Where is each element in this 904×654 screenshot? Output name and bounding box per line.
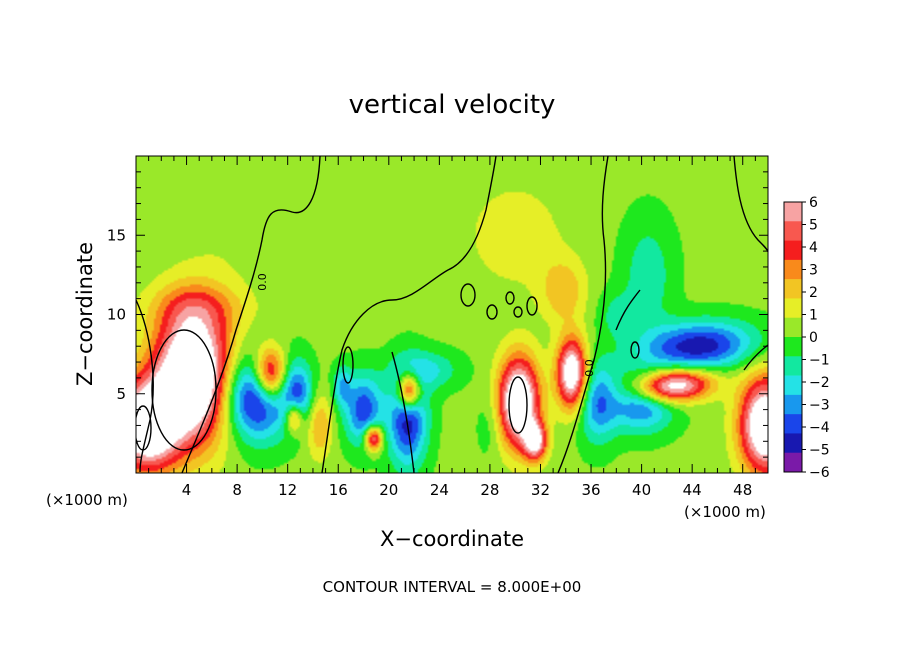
colorbar-swatch <box>784 317 802 338</box>
colorbar-swatch <box>784 356 802 376</box>
x-tick-label: 4 <box>182 481 192 499</box>
colorbar-swatch <box>784 298 802 319</box>
chart-title: vertical velocity <box>349 90 556 120</box>
contour-ring-5 <box>486 304 498 320</box>
x-tick-label: 40 <box>632 481 651 499</box>
contour-line-b <box>181 156 321 473</box>
x-axis: 4 8 12 16 20 24 28 32 36 40 44 48 <box>148 156 756 499</box>
x-tick-label: 16 <box>329 481 348 499</box>
colorbar-label: 3 <box>809 263 818 279</box>
colorbar-label: −5 <box>809 443 830 459</box>
contour-ring-8 <box>151 329 217 451</box>
contour-ring-1 <box>460 283 476 307</box>
colorbar-swatch <box>784 433 802 454</box>
colorbar-swatch <box>784 202 802 222</box>
colorbar-swatch <box>784 259 802 280</box>
contour-interval-note: CONTOUR INTERVAL = 8.000E+00 <box>323 578 582 596</box>
colorbar-swatch <box>784 414 802 434</box>
contour-ring-6 <box>342 346 354 384</box>
x-unit-right: (×1000 m) <box>684 503 766 521</box>
colorbar-swatch <box>784 240 802 261</box>
colorbar-label: 1 <box>809 308 818 324</box>
y-axis: 5 10 15 <box>107 171 768 458</box>
x-tick-label: 44 <box>683 481 702 499</box>
x-tick-label: 32 <box>531 481 550 499</box>
x-axis-label: X−coordinate <box>380 527 524 551</box>
colorbar-swatch <box>784 452 802 473</box>
y-tick-label: 10 <box>107 306 126 324</box>
colorbar-label: −1 <box>809 353 830 369</box>
colorbar-swatch <box>784 337 802 357</box>
colorbar-swatch <box>784 279 802 299</box>
x-tick-label: 12 <box>278 481 297 499</box>
contour-ring-10 <box>136 405 152 451</box>
contour-ring-2 <box>505 291 515 305</box>
x-tick-label: 8 <box>232 481 242 499</box>
colorbar-label: −2 <box>809 375 830 391</box>
colorbar-label: 4 <box>809 240 818 256</box>
colorbar-swatch <box>784 375 802 396</box>
contour-line-c <box>321 156 497 473</box>
colorbar-label: 5 <box>809 218 818 234</box>
colorbar: 6 5 4 3 2 1 0 −1 −2 −3 −4 −5 −6 <box>783 195 830 481</box>
colorbar-swatch <box>784 394 802 415</box>
y-axis-label: Z−coordinate <box>73 242 97 386</box>
colorbar-label: 0 <box>809 330 818 346</box>
contour-line-d <box>391 351 415 473</box>
colorbar-label: −3 <box>809 398 830 414</box>
contour-line-e <box>557 156 609 473</box>
y-tick-label: 5 <box>116 385 126 403</box>
contour-ring-3 <box>513 306 523 318</box>
x-tick-label: 36 <box>581 481 600 499</box>
colorbar-swatch <box>784 221 802 241</box>
contour-label-1: 0.0 <box>256 273 269 291</box>
plot-area: 0.0 0.0 <box>136 156 768 473</box>
zero-contours <box>136 156 768 473</box>
colorbar-label: 2 <box>809 285 818 301</box>
contour-ring-4 <box>526 296 538 316</box>
contour-line-f <box>733 156 768 253</box>
y-tick-label: 15 <box>107 226 126 244</box>
contour-line-a <box>136 299 154 473</box>
x-unit-left: (×1000 m) <box>46 491 128 509</box>
colorbar-label: −6 <box>809 465 830 481</box>
x-tick-label: 24 <box>430 481 449 499</box>
x-tick-label: 28 <box>480 481 499 499</box>
contour-ring-9 <box>508 376 528 434</box>
x-tick-label: 48 <box>733 481 752 499</box>
x-tick-label: 20 <box>379 481 398 499</box>
colorbar-label: −4 <box>809 420 830 436</box>
contour-label-2: 0.0 <box>583 359 596 377</box>
colorbar-label: 6 <box>809 195 818 211</box>
contour-ring-7 <box>630 341 640 359</box>
contour-line-h <box>615 289 641 331</box>
heatmap-field <box>136 156 768 473</box>
